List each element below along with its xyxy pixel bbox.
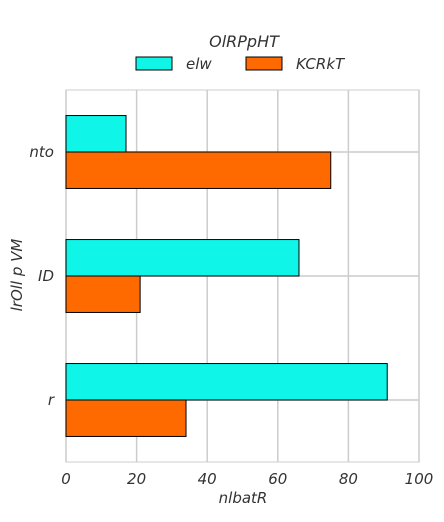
x-tick-label: 40 (198, 470, 217, 488)
x-tick-label: 20 (127, 470, 146, 488)
legend-swatch-KCRkT (245, 56, 283, 71)
legend-label-elw: elw (186, 55, 212, 73)
x-tick-label: 80 (339, 470, 358, 488)
bar-elw-nto (65, 115, 127, 153)
legend-swatch-elw (135, 56, 173, 71)
legend-label-KCRkT: KCRkT (296, 55, 346, 73)
x-tick-label: 60 (268, 470, 287, 488)
bar-elw-ID (65, 239, 300, 277)
bar-KCRkT-r (65, 399, 187, 437)
x-tick-label: 0 (61, 470, 71, 488)
legend: OlRPpHT elw KCRkT (135, 32, 346, 73)
y-axis-title: lrOll p VM (8, 239, 26, 312)
bar-elw-r (65, 363, 388, 401)
y-tick-label: nto (29, 143, 54, 161)
bar-KCRkT-ID (65, 275, 141, 313)
legend-title: OlRPpHT (209, 32, 280, 51)
plot-area: 0 20 40 60 80 100 nto ID r (29, 89, 434, 488)
y-tick-label: ID (38, 267, 54, 285)
y-tick-label: r (48, 391, 55, 409)
x-axis-title: nlbatR (219, 489, 268, 507)
bar-KCRkT-nto (65, 151, 332, 189)
x-tick-label: 100 (405, 470, 434, 488)
